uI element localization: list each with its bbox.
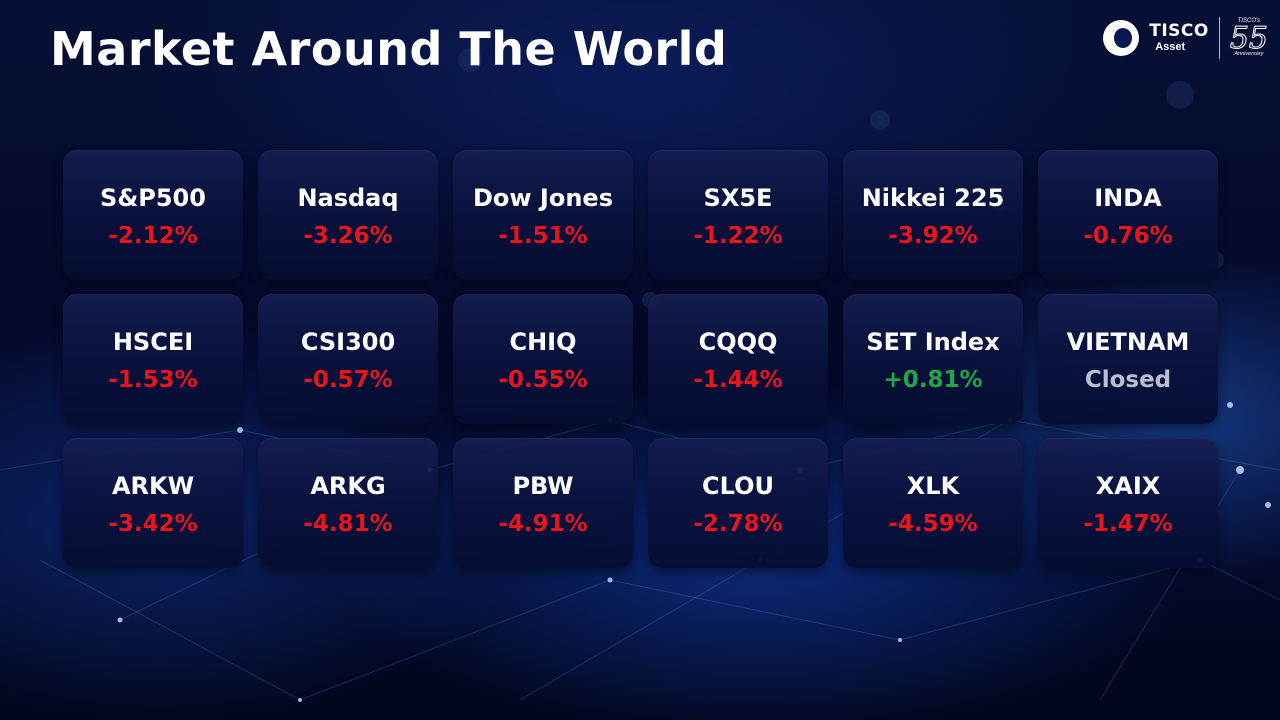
market-tile-vietnam: VIETNAM Closed [1038,294,1218,424]
market-name: CHIQ [509,328,577,356]
company-logo: TISCO Asset TISCO's 55 Anniversary [1103,14,1269,62]
market-name: SX5E [703,184,773,212]
market-change: -2.78% [693,511,783,537]
anniversary-bottom: Anniversary [1234,51,1264,58]
anniversary-top: TISCO's [1237,18,1261,25]
market-tile-xaix: XAIX -1.47% [1038,438,1218,568]
market-change: +0.81% [883,367,983,393]
market-change: -1.22% [693,223,783,249]
market-change: -4.59% [888,511,978,537]
market-change: -0.76% [1083,223,1173,249]
market-tile-arkg: ARKG -4.81% [258,438,438,568]
market-tile-xlk: XLK -4.59% [843,438,1023,568]
market-change: -1.44% [693,367,783,393]
market-tile-hscei: HSCEI -1.53% [63,294,243,424]
market-tile-sp500: S&P500 -2.12% [63,150,243,280]
anniversary-number: 55 [1229,21,1268,57]
market-change: -3.42% [108,511,198,537]
market-change: -1.53% [108,367,198,393]
market-name: PBW [512,472,574,500]
market-status: Closed [1084,367,1172,393]
market-change: -4.91% [498,511,588,537]
market-name: ARKW [111,472,195,500]
market-name: SET Index [866,328,1000,356]
market-change: -0.57% [303,367,393,393]
logo-circle-icon [1103,20,1140,56]
market-tile-cqqq: CQQQ -1.44% [648,294,828,424]
market-change: -2.12% [108,223,198,249]
market-name: ARKG [310,472,386,500]
anniversary-badge: TISCO's 55 Anniversary [1229,18,1268,58]
market-name: Nikkei 225 [861,184,1005,212]
logo-text: TISCO Asset [1149,23,1209,53]
market-grid: S&P500 -2.12% Nasdaq -3.26% Dow Jones -1… [63,150,1218,568]
market-name: INDA [1094,184,1162,212]
market-change: -4.81% [303,511,393,537]
market-tile-clou: CLOU -2.78% [648,438,828,568]
logo-name: TISCO [1149,21,1209,41]
market-tile-chiq: CHIQ -0.55% [453,294,633,424]
market-name: VIETNAM [1066,328,1190,356]
logo-sub: Asset [1155,41,1186,53]
market-tile-nasdaq: Nasdaq -3.26% [258,150,438,280]
market-name: XLK [906,472,960,500]
market-tile-csi300: CSI300 -0.57% [258,294,438,424]
market-name: XAIX [1095,472,1161,500]
logo-divider [1218,17,1220,59]
market-change: -1.47% [1083,511,1173,537]
market-name: HSCEI [112,328,194,356]
market-tile-inda: INDA -0.76% [1038,150,1218,280]
market-tile-nikkei-225: Nikkei 225 -3.92% [843,150,1023,280]
market-name: S&P500 [100,184,206,212]
market-change: -3.26% [303,223,393,249]
market-change: -0.55% [498,367,588,393]
market-change: -1.51% [498,223,588,249]
market-name: CQQQ [698,328,778,356]
market-tile-sx5e: SX5E -1.22% [648,150,828,280]
market-name: Nasdaq [297,184,399,212]
market-tile-dow-jones: Dow Jones -1.51% [453,150,633,280]
market-name: Dow Jones [472,184,613,212]
page-title: Market Around The World [50,22,728,76]
market-name: CSI300 [300,328,396,356]
market-change: -3.92% [888,223,978,249]
market-tile-arkw: ARKW -3.42% [63,438,243,568]
market-tile-pbw: PBW -4.91% [453,438,633,568]
market-tile-set-index: SET Index +0.81% [843,294,1023,424]
market-name: CLOU [702,472,774,500]
